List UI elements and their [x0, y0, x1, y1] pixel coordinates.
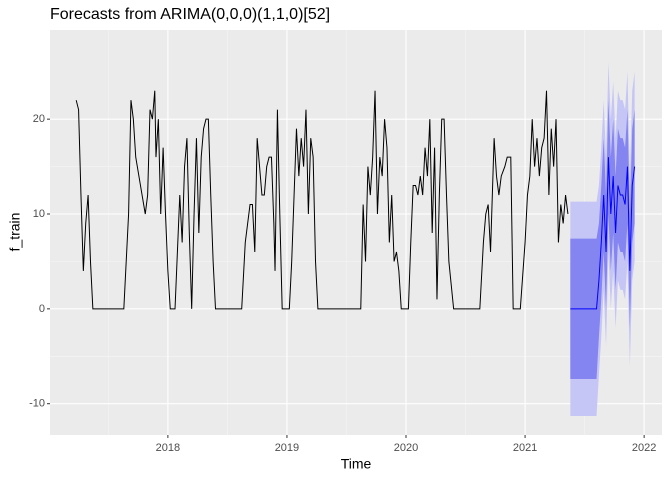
series-line	[75, 90, 569, 310]
x-axis-title: Time	[341, 456, 372, 472]
y-axis-title: f_train	[7, 213, 23, 252]
y-tick-label: 20	[33, 113, 45, 125]
x-tick-label: 2019	[275, 442, 299, 454]
x-tick-label: 2022	[632, 442, 656, 454]
plot-panel	[50, 30, 662, 435]
x-tick-label: 2020	[394, 442, 418, 454]
y-tick-label: 10	[33, 208, 45, 220]
forecast-mean-line	[570, 157, 636, 310]
y-tick-label: -10	[29, 398, 45, 410]
x-tick-label: 2018	[156, 442, 180, 454]
chart-title: Forecasts from ARIMA(0,0,0)(1,1,0)[52]	[50, 6, 330, 23]
y-tick-label: 0	[39, 303, 45, 315]
x-tick-label: 2021	[513, 442, 537, 454]
